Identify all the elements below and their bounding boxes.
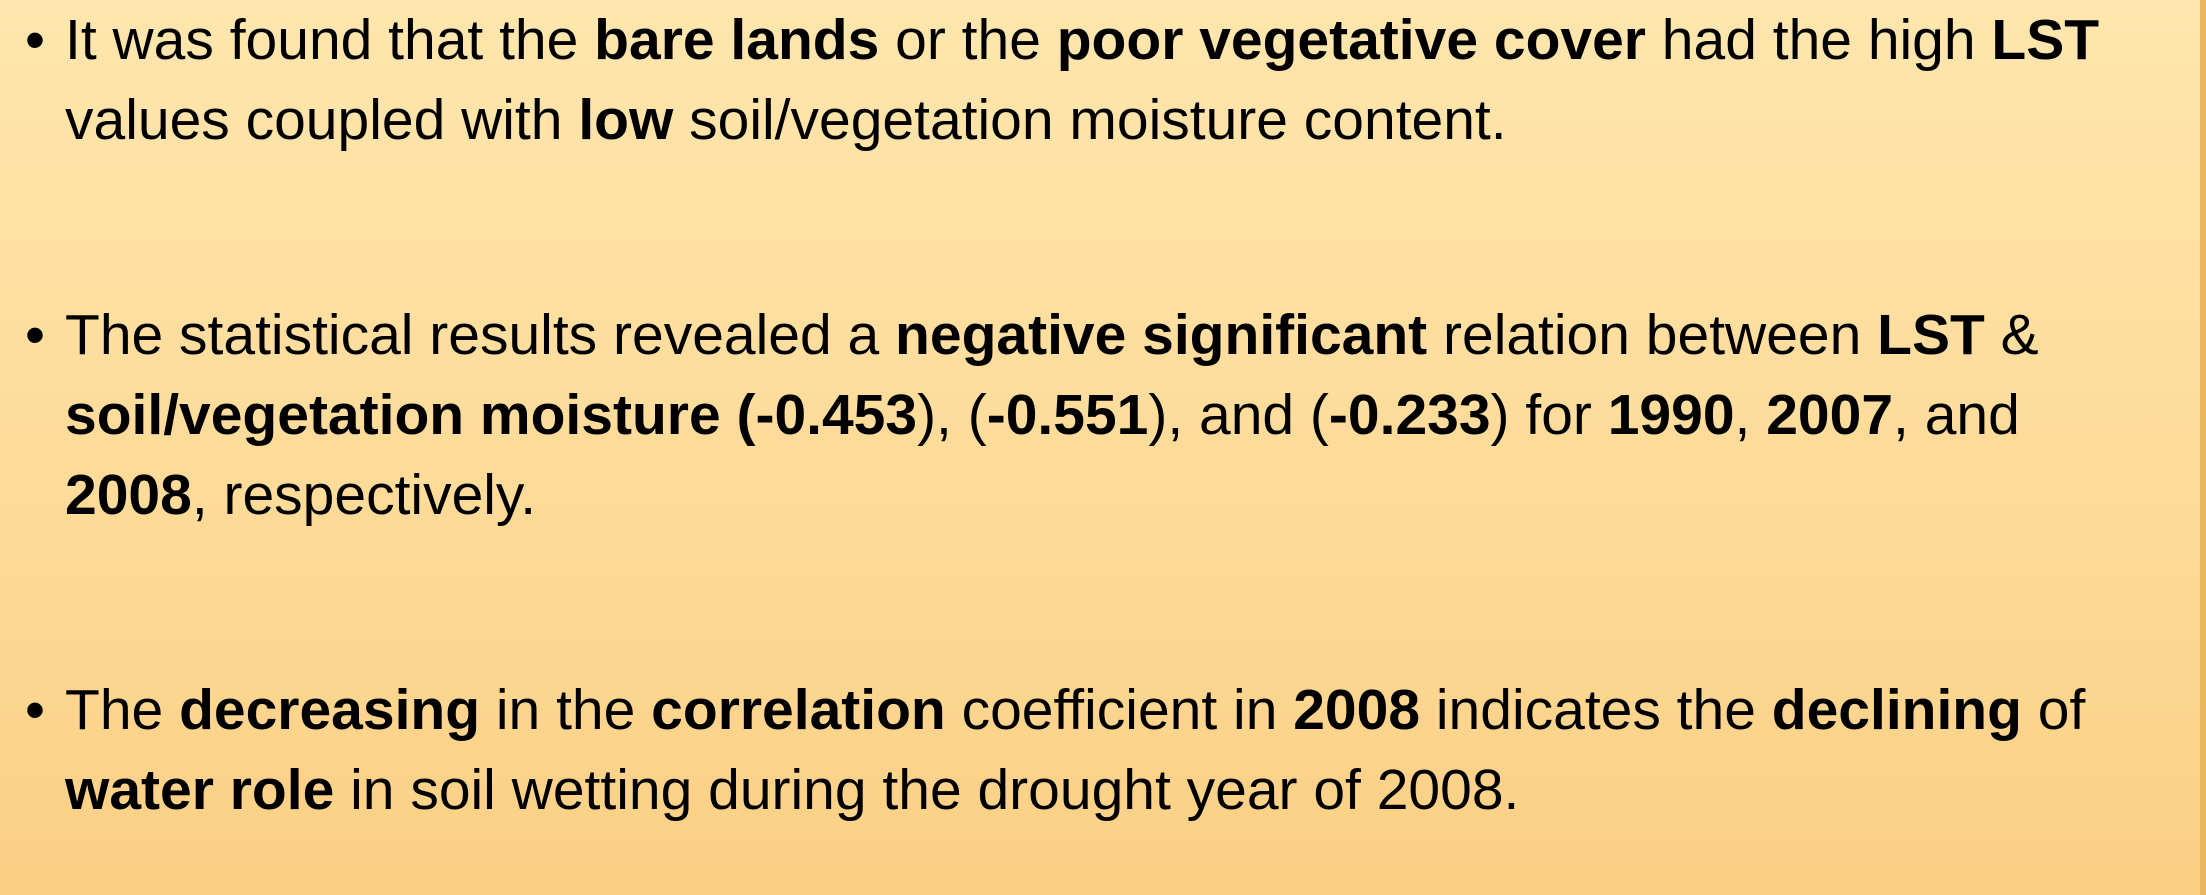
bold-text: LST — [1877, 303, 1985, 367]
bold-text: correlation — [651, 678, 946, 742]
bold-text: water role — [65, 758, 335, 822]
bold-text: -0.233 — [1328, 383, 1491, 447]
text-run: in soil wetting during the drought year … — [334, 758, 1520, 822]
text-run: or the — [879, 8, 1057, 72]
bullet: The statistical results revealed a negat… — [25, 295, 2145, 535]
text-run: in the — [480, 678, 652, 742]
text-run: relation between — [1427, 303, 1878, 367]
text-run: values coupled with — [65, 88, 579, 152]
text-run: had the high — [1645, 8, 1992, 72]
text-run: coefficient in — [945, 678, 1294, 742]
text-run: indicates the — [1420, 678, 1772, 742]
text-run: soil/vegetation moisture content. — [673, 88, 1507, 152]
text-run: ), and ( — [1148, 383, 1329, 447]
text-run: ) for — [1490, 383, 1608, 447]
text-run: It was found that the — [65, 8, 595, 72]
bold-text: negative significant — [895, 303, 1428, 367]
bullet: It was found that the bare lands or the … — [25, 0, 2145, 160]
bold-text: low — [578, 88, 674, 152]
bold-text: declining — [1771, 678, 2022, 742]
bold-text: 2008 — [1293, 678, 1421, 742]
text-run: , and — [1893, 383, 2020, 447]
bold-text: 2008 — [65, 463, 192, 527]
bold-text: -0.551 — [986, 383, 1149, 447]
bold-text: bare lands — [594, 8, 880, 72]
bullet-list: It was found that the bare lands or the … — [0, 0, 2185, 830]
bold-text: 1990 — [1607, 383, 1735, 447]
slide-edge — [2200, 0, 2206, 895]
bold-text: 2007 — [1766, 383, 1894, 447]
text-run: , — [1734, 383, 1767, 447]
bold-text: poor vegetative cover — [1056, 8, 1646, 72]
bold-text: LST — [1991, 8, 2100, 72]
bold-text: soil/vegetation moisture (-0.453 — [65, 383, 918, 447]
bullet: The decreasing in the correlation coeffi… — [25, 670, 2145, 830]
text-run: The statistical results revealed a — [65, 303, 896, 367]
text-run: , respectively. — [191, 463, 537, 527]
text-run: of — [2021, 678, 2086, 742]
text-run: & — [1984, 303, 2039, 367]
bold-text: decreasing — [179, 678, 481, 742]
text-run: ), ( — [917, 383, 987, 447]
text-run: The — [65, 678, 180, 742]
